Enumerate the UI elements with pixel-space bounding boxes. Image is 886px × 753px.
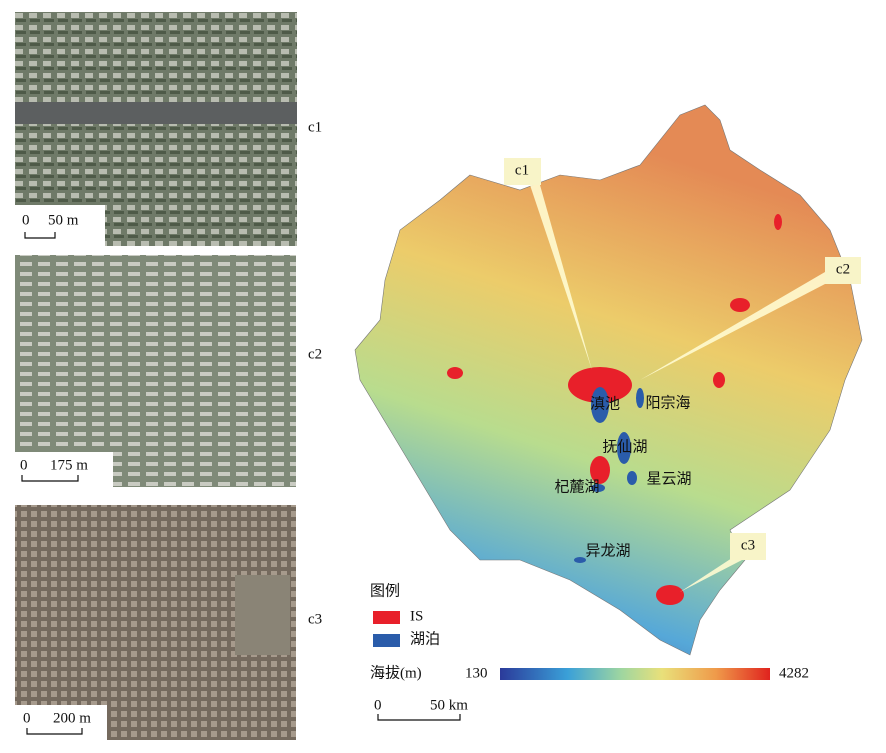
- scale-length: 50 km: [430, 697, 468, 713]
- legend-label: 湖泊: [410, 630, 440, 647]
- road: [15, 102, 297, 124]
- urban: [568, 367, 632, 403]
- scale-bar: [24, 232, 56, 239]
- lake-label: 星云湖: [646, 470, 691, 487]
- callout-label: c2: [836, 261, 850, 277]
- urban: [774, 214, 782, 230]
- lake: [574, 557, 586, 563]
- urban: [656, 585, 684, 605]
- scale-length: 175 m: [50, 457, 88, 473]
- panel-label: c3: [308, 611, 322, 627]
- legend-label: IS: [410, 608, 423, 624]
- colorbar: [500, 668, 770, 680]
- lake: [627, 471, 637, 485]
- urban: [730, 298, 750, 312]
- callout-label: c3: [741, 537, 755, 553]
- urban: [590, 456, 610, 484]
- lakes: [574, 387, 644, 563]
- scale-zero: 0: [22, 212, 30, 228]
- lake-label: 阳宗海: [645, 393, 690, 411]
- scale-box: [15, 205, 105, 246]
- legend-swatch: [373, 634, 400, 647]
- scale-bar: [377, 714, 461, 721]
- callout-beam: [530, 185, 592, 370]
- urban: [447, 367, 463, 379]
- callout-label: c1: [515, 162, 529, 178]
- urban-areas: [447, 214, 782, 605]
- callout-box: [730, 533, 766, 560]
- lake: [617, 432, 631, 464]
- lake-label: 滇池: [590, 395, 620, 412]
- scale-length: 50 m: [48, 212, 79, 228]
- scale-zero: 0: [23, 710, 31, 726]
- scale-length: 200 m: [53, 710, 91, 726]
- stadium: [235, 575, 290, 655]
- elevation-min: 130: [465, 665, 488, 681]
- scale-zero: 0: [374, 697, 382, 713]
- legend-swatch: [373, 611, 400, 624]
- scale-zero: 0: [20, 457, 28, 473]
- urban: [713, 372, 725, 388]
- image-c2: [15, 255, 296, 487]
- callout-beam: [680, 558, 742, 592]
- lake: [591, 484, 605, 492]
- callout-beam: [640, 272, 825, 380]
- callout-box: [504, 158, 541, 185]
- panel-label: c1: [308, 119, 322, 135]
- panel-label: c2: [308, 346, 322, 362]
- elevation-label: 海拔(m): [370, 664, 422, 681]
- lake: [591, 387, 609, 423]
- lake-label: 杞麓湖: [554, 478, 599, 495]
- callout-box: [825, 257, 861, 284]
- lake-label: 抚仙湖: [602, 438, 647, 455]
- elevation-max: 4282: [779, 665, 809, 681]
- scale-bar: [26, 728, 83, 735]
- scale-bar: [21, 475, 79, 482]
- legend-title: 图例: [370, 582, 400, 599]
- lake-label: 异龙湖: [585, 542, 630, 559]
- lake: [636, 388, 644, 408]
